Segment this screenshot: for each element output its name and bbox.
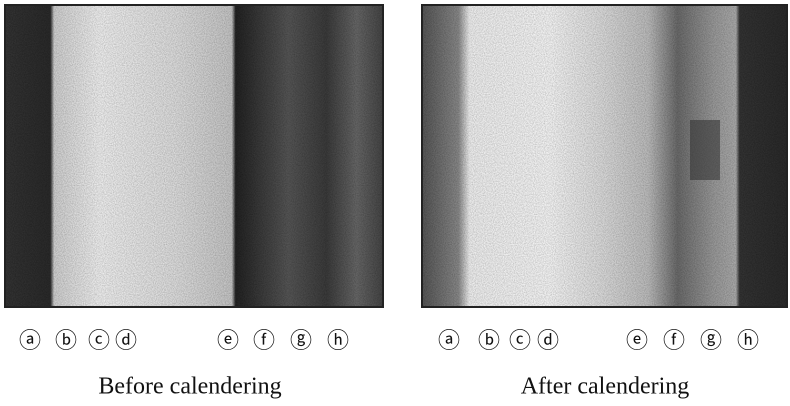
panel-label: ⓓ — [115, 328, 137, 353]
panel-label: ⓑ — [478, 328, 500, 353]
photo-before — [5, 5, 383, 307]
panel-label: ⓗ — [327, 328, 349, 353]
panel-label: ⓔ — [626, 328, 648, 353]
panel-label: ⓓ — [537, 328, 559, 353]
figure: ⓐⓑⓒⓓⓔⓕⓖⓗBefore calenderingⓐⓑⓒⓓⓔⓕⓖⓗAfter … — [0, 0, 790, 406]
panel-label: ⓒ — [88, 328, 110, 353]
panel-label: ⓔ — [217, 328, 239, 353]
panel-label: ⓕ — [663, 328, 685, 353]
panel-label: ⓖ — [290, 328, 312, 353]
panel-label: ⓐ — [438, 328, 460, 353]
panel-label: ⓐ — [19, 328, 41, 353]
panel-label: ⓗ — [737, 328, 759, 353]
panel-label: ⓕ — [253, 328, 275, 353]
panel-label: ⓖ — [700, 328, 722, 353]
caption: Before calendering — [98, 374, 281, 400]
photo-after — [422, 5, 787, 307]
panel-label: ⓒ — [509, 328, 531, 353]
panel-label: ⓑ — [55, 328, 77, 353]
caption: After calendering — [521, 374, 690, 400]
